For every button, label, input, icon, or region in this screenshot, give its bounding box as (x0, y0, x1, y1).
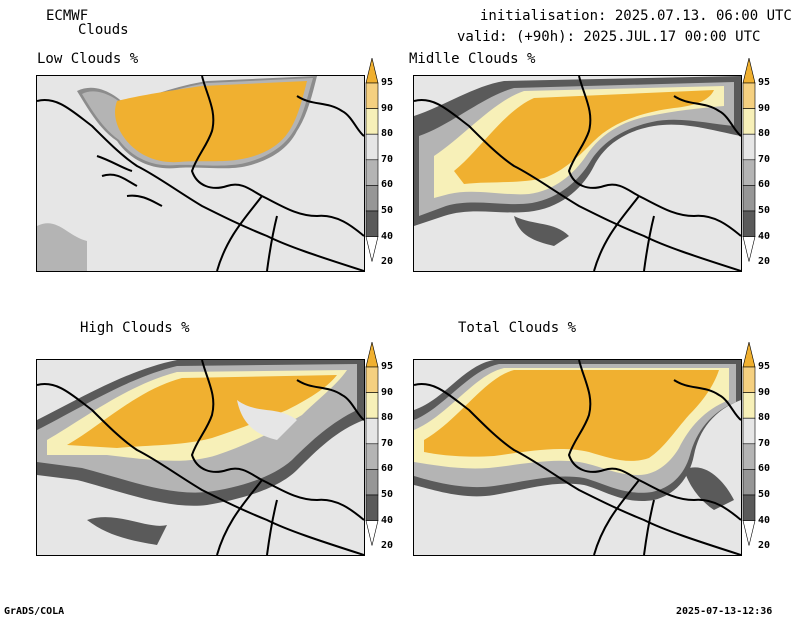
colorbar-label: 80 (758, 128, 771, 140)
colorbar-bottom-arrow (742, 520, 756, 546)
colorbar-high: 95 90 80 70 60 50 40 20 (365, 341, 399, 577)
colorbar-label: 90 (758, 386, 771, 398)
colorbar-label: 95 (758, 77, 771, 88)
colorbar-label: 60 (381, 463, 394, 475)
colorbar-segment (365, 133, 379, 161)
middle-clouds-map (413, 75, 742, 272)
colorbar-bottom-arrow (742, 236, 756, 262)
high-clouds-map (36, 359, 365, 556)
model-name: ECMWF (46, 8, 89, 24)
colorbar-top-arrow (365, 341, 379, 368)
colorbar-segment (742, 443, 756, 470)
colorbar-label: 90 (381, 102, 394, 114)
colorbar-label: 95 (758, 361, 771, 372)
colorbar-label: 70 (758, 437, 771, 449)
total-clouds-map (413, 359, 742, 556)
colorbar-label: 95 (381, 77, 394, 88)
colorbar-label: 50 (381, 489, 394, 500)
colorbar-label: 40 (758, 514, 771, 526)
colorbar-top-arrow (742, 57, 756, 84)
colorbar-label: 50 (758, 205, 771, 216)
colorbar-top-arrow (742, 341, 756, 368)
init-time: initialisation: 2025.07.13. 06:00 UTC (480, 8, 792, 24)
colorbar-label: 50 (381, 205, 394, 216)
colorbar-segment (742, 108, 756, 135)
colorbar-label: 40 (758, 230, 771, 242)
colorbar-segment (742, 494, 756, 521)
colorbar-label: 70 (758, 153, 771, 165)
colorbar-segment (365, 185, 379, 212)
render-timestamp: 2025-07-13-12:36 (676, 606, 773, 617)
colorbar-segment (742, 159, 756, 186)
low-clouds-title: Low Clouds % (37, 51, 139, 67)
product-name: Clouds (78, 22, 129, 38)
colorbar-label: 40 (381, 230, 394, 242)
colorbar-segment (365, 210, 379, 237)
colorbar-low: 95 90 80 70 60 50 40 20 (365, 57, 399, 293)
colorbar-label: 40 (381, 514, 394, 526)
colorbar-segment (742, 133, 756, 161)
colorbar-label: 50 (758, 489, 771, 500)
colorbar-segment (365, 494, 379, 521)
colorbar-label: 20 (758, 540, 771, 552)
colorbar-top-arrow (365, 57, 379, 84)
colorbar-segment (365, 443, 379, 470)
colorbar-label: 60 (758, 463, 771, 475)
colorbar-segment (742, 185, 756, 212)
middle-clouds-title: Midlle Clouds % (409, 51, 536, 67)
colorbar-segment (365, 366, 379, 393)
colorbar-label: 90 (758, 102, 771, 114)
colorbar-mid: 95 90 80 70 60 50 40 20 (742, 57, 776, 293)
colorbar-label: 80 (381, 128, 394, 140)
colorbar-segment (365, 108, 379, 135)
colorbar-segment (365, 392, 379, 419)
colorbar-label: 80 (381, 412, 394, 424)
colorbar-label: 60 (381, 179, 394, 191)
colorbar-label: 70 (381, 437, 394, 449)
colorbar-bottom-arrow (365, 520, 379, 546)
colorbar-segment (742, 210, 756, 237)
colorbar-label: 20 (381, 256, 394, 268)
total-clouds-title: Total Clouds % (458, 320, 577, 336)
colorbar-label: 20 (758, 256, 771, 268)
colorbar-segment (742, 469, 756, 496)
software-credit: GrADS/COLA (4, 606, 65, 617)
colorbar-segment (742, 366, 756, 393)
colorbar-segment (365, 82, 379, 109)
colorbar-total: 95 90 80 70 60 50 40 20 (742, 341, 776, 577)
colorbar-segment (742, 82, 756, 109)
colorbar-label: 95 (381, 361, 394, 372)
low-clouds-map (36, 75, 365, 272)
colorbar-label: 80 (758, 412, 771, 424)
colorbar-segment (742, 392, 756, 419)
colorbar-segment (365, 417, 379, 445)
colorbar-label: 70 (381, 153, 394, 165)
colorbar-bottom-arrow (365, 236, 379, 262)
colorbar-segment (742, 417, 756, 445)
high-clouds-title: High Clouds % (80, 320, 190, 336)
colorbar-label: 20 (381, 540, 394, 552)
valid-time: valid: (+90h): 2025.JUL.17 00:00 UTC (457, 29, 761, 45)
colorbar-label: 90 (381, 386, 394, 398)
colorbar-segment (365, 469, 379, 496)
colorbar-segment (365, 159, 379, 186)
colorbar-label: 60 (758, 179, 771, 191)
